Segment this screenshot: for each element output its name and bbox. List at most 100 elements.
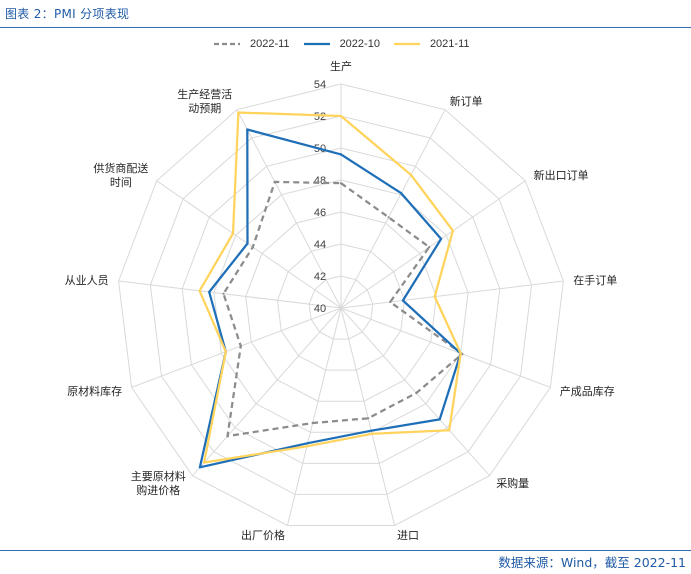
series-point bbox=[311, 421, 314, 425]
legend-label: 2021-11 bbox=[429, 38, 470, 50]
legend-item-2022-11: 2022-11 bbox=[214, 38, 290, 50]
legend-label: 2022-10 bbox=[339, 38, 380, 50]
series-point bbox=[246, 128, 249, 131]
grid-ring bbox=[118, 83, 564, 526]
series-point bbox=[246, 242, 249, 245]
series-point bbox=[239, 344, 242, 348]
series-point bbox=[433, 295, 436, 298]
axis-label: 在手订单 bbox=[573, 273, 617, 287]
legend-swatch bbox=[303, 42, 330, 46]
series-point bbox=[389, 300, 392, 304]
series-point bbox=[370, 429, 373, 432]
axis-label: 出厂价格 bbox=[241, 528, 285, 542]
grid-spoke bbox=[236, 109, 342, 309]
axis-label: 从业人员 bbox=[65, 274, 109, 287]
series-point bbox=[367, 417, 370, 420]
axis-label: 采购量 bbox=[496, 476, 529, 490]
legend-item-2021-11: 2021-11 bbox=[393, 38, 470, 50]
series-point bbox=[237, 111, 240, 114]
axis-label: 新订单 bbox=[450, 94, 483, 108]
series-point bbox=[198, 289, 201, 292]
grid-ring bbox=[181, 147, 501, 464]
grid-ring bbox=[245, 211, 437, 402]
series-point bbox=[231, 232, 235, 235]
header-rule bbox=[0, 27, 691, 28]
radar-series bbox=[198, 111, 464, 469]
axis-label: 原材料库存 bbox=[67, 384, 122, 398]
axis-label: 新出口订单 bbox=[534, 168, 589, 182]
axis-label: 主要原材料购进价格 bbox=[131, 469, 186, 497]
series-point bbox=[305, 445, 308, 448]
series-point bbox=[448, 429, 451, 432]
r-tick-label: 44 bbox=[314, 239, 326, 251]
grid-ring bbox=[308, 275, 374, 340]
series-point bbox=[226, 435, 229, 438]
series-point bbox=[451, 229, 454, 232]
grid-spoke bbox=[340, 109, 446, 309]
series-line bbox=[222, 180, 464, 438]
grid-spoke bbox=[192, 307, 342, 477]
grid-spoke bbox=[118, 280, 342, 309]
footer-rule bbox=[0, 550, 691, 551]
series-point bbox=[415, 391, 418, 395]
series-point bbox=[251, 246, 254, 249]
series-2022-10 bbox=[198, 128, 462, 469]
legend-swatch bbox=[214, 42, 240, 46]
axis-label: 进口 bbox=[397, 529, 419, 542]
series-point bbox=[339, 153, 343, 156]
chart-title: 图表 2：PMI 分项表现 bbox=[5, 7, 130, 21]
series-point bbox=[273, 180, 276, 183]
grid-spoke bbox=[340, 180, 526, 309]
series-point bbox=[198, 466, 201, 469]
series-point bbox=[370, 432, 374, 435]
r-tick-label: 48 bbox=[314, 175, 326, 187]
series-point bbox=[339, 182, 343, 185]
series-2021-11 bbox=[198, 111, 462, 464]
series-point bbox=[401, 299, 404, 302]
source-note: 数据来源：Wind，截至 2022-11 bbox=[498, 555, 686, 570]
series-point bbox=[203, 461, 206, 464]
grid-ring bbox=[149, 115, 533, 495]
series-point bbox=[387, 216, 390, 219]
legend-label: 2022-11 bbox=[250, 38, 290, 50]
grid-spoke bbox=[131, 307, 342, 388]
axis-label: 生产 bbox=[330, 59, 352, 73]
legend-item-2022-10: 2022-10 bbox=[303, 38, 380, 50]
axis-label: 产成品库存 bbox=[560, 384, 615, 398]
axis-label: 生产经营活动预期 bbox=[177, 87, 232, 115]
r-tick-label: 54 bbox=[314, 79, 326, 91]
series-point bbox=[428, 246, 431, 249]
grid-spoke bbox=[340, 307, 396, 526]
legend-swatch bbox=[393, 42, 420, 46]
series-point bbox=[440, 237, 443, 240]
series-point bbox=[339, 114, 343, 118]
series-point bbox=[400, 192, 403, 195]
legend: 2022-11 2022-10 2021-11 bbox=[214, 37, 470, 51]
grid-spoke bbox=[286, 307, 342, 526]
grid-ring bbox=[276, 243, 406, 371]
series-point bbox=[222, 292, 225, 295]
r-tick-label: 46 bbox=[314, 207, 326, 219]
series-point bbox=[224, 350, 227, 353]
axis-label: 供货商配送时间 bbox=[93, 161, 148, 189]
r-tick-label: 40 bbox=[314, 303, 326, 315]
grid-spoke bbox=[340, 307, 551, 388]
grid-spoke bbox=[340, 307, 490, 477]
series-2022-11 bbox=[222, 180, 464, 438]
series-line bbox=[198, 111, 462, 464]
series-point bbox=[459, 352, 462, 355]
series-point bbox=[409, 173, 412, 176]
series-point bbox=[208, 290, 211, 294]
r-tick-label: 52 bbox=[314, 111, 326, 123]
grid-spoke bbox=[340, 280, 564, 309]
grid-spoke bbox=[156, 180, 342, 309]
series-point bbox=[438, 418, 441, 421]
series-point bbox=[306, 442, 309, 445]
radar-grid bbox=[118, 83, 564, 526]
series-line bbox=[198, 128, 462, 469]
r-tick-label: 42 bbox=[314, 271, 326, 283]
